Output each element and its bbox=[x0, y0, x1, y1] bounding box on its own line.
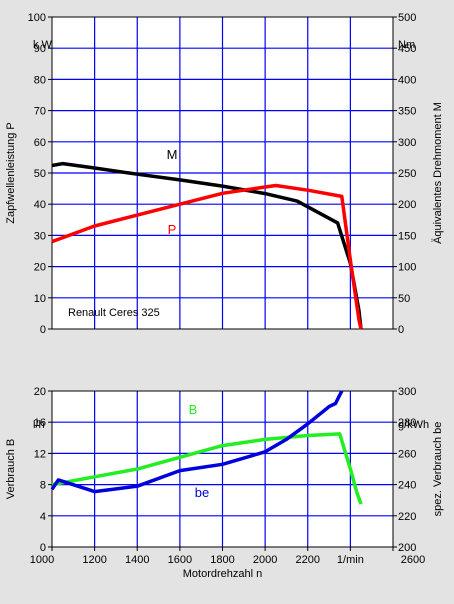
y-tick-label: 16 bbox=[34, 417, 46, 429]
y2-tick-label: 200 bbox=[398, 199, 416, 211]
y-tick-label: 0 bbox=[40, 324, 46, 336]
series-line-b bbox=[51, 432, 363, 505]
y2-tick-label: 220 bbox=[398, 511, 416, 523]
y2-unit-label: g/kWh bbox=[398, 419, 429, 431]
y-unit-label: l/h bbox=[33, 419, 45, 431]
y2-tick-label: 250 bbox=[398, 168, 416, 180]
y-tick-label: 90 bbox=[34, 43, 46, 55]
y-tick-label: 20 bbox=[34, 386, 46, 398]
y2-tick-label: 0 bbox=[398, 324, 404, 336]
y2-axis-title: spez. Verbrauch be bbox=[432, 422, 444, 517]
x-tick-label: 2600 bbox=[401, 554, 425, 566]
y2-tick-label: 450 bbox=[398, 43, 416, 55]
y2-tick-label: 280 bbox=[398, 417, 416, 429]
y2-unit-label: Nm bbox=[398, 39, 415, 51]
chart-annotation: Renault Ceres 325 bbox=[68, 307, 160, 319]
y2-tick-label: 350 bbox=[398, 106, 416, 118]
y-tick-label: 70 bbox=[34, 106, 46, 118]
y-tick-label: 4 bbox=[40, 511, 46, 523]
y-tick-label: 20 bbox=[34, 262, 46, 274]
y2-tick-label: 300 bbox=[398, 137, 416, 149]
y2-tick-label: 100 bbox=[398, 262, 416, 274]
y-tick-label: 100 bbox=[28, 12, 46, 24]
y2-tick-label: 50 bbox=[398, 293, 410, 305]
y2-tick-label: 400 bbox=[398, 74, 416, 86]
x-unit-label: 1/min bbox=[337, 554, 364, 566]
x-tick-label: 1600 bbox=[168, 554, 192, 566]
x-tick-label: 1400 bbox=[125, 554, 149, 566]
x-tick-label: 1200 bbox=[82, 554, 106, 566]
y-tick-label: 80 bbox=[34, 74, 46, 86]
y2-tick-label: 200 bbox=[398, 542, 416, 554]
series-label-be: be bbox=[195, 485, 209, 500]
y-axis-title: Zapfwellenleistung P bbox=[5, 122, 17, 224]
y-tick-label: 0 bbox=[40, 542, 46, 554]
series-line-be bbox=[50, 390, 344, 494]
y2-axis-title: Äquivalentes Drehmoment M bbox=[432, 102, 444, 244]
x-tick-label: 1000 bbox=[30, 554, 54, 566]
y-unit-label: k W bbox=[33, 39, 53, 51]
y2-tick-label: 500 bbox=[398, 12, 416, 24]
y-tick-label: 50 bbox=[34, 168, 46, 180]
series-line-p bbox=[51, 183, 363, 330]
x-tick-label: 2200 bbox=[296, 554, 320, 566]
y-tick-label: 8 bbox=[40, 480, 46, 492]
power-torque-chart: 0 10 20 30 40 50 60 70 80 90 100 0 50 100 150 200 250 300… bbox=[5, 12, 444, 336]
x-tick-label: 1800 bbox=[210, 554, 234, 566]
y2-tick-label: 240 bbox=[398, 480, 416, 492]
x-tick-label: 2000 bbox=[253, 554, 277, 566]
x-axis-title: Motordrehzahl n bbox=[183, 568, 263, 580]
y-tick-label: 60 bbox=[34, 137, 46, 149]
series-label-p: P bbox=[168, 222, 177, 237]
series-label-m: M bbox=[167, 147, 178, 162]
y-tick-label: 12 bbox=[34, 448, 46, 460]
y-tick-label: 40 bbox=[34, 199, 46, 211]
y2-tick-label: 300 bbox=[398, 386, 416, 398]
y-tick-label: 10 bbox=[34, 293, 46, 305]
y-tick-label: 30 bbox=[34, 230, 46, 242]
y2-tick-label: 260 bbox=[398, 448, 416, 460]
y-axis-title: Verbrauch B bbox=[5, 439, 17, 500]
fuel-consumption-chart: 0 4 8 12 16 20 200 220 240 260 280 300 l/h g/kWh Verbr… bbox=[5, 386, 444, 580]
series-label-b: B bbox=[189, 402, 198, 417]
y2-tick-label: 150 bbox=[398, 230, 416, 242]
